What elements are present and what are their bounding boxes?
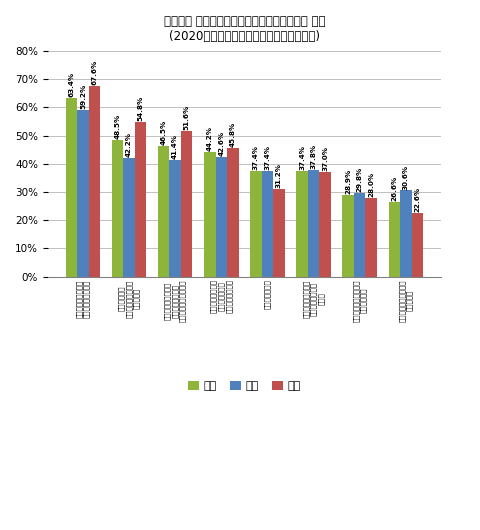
Bar	[158, 146, 169, 277]
Bar	[181, 131, 192, 277]
Text: 37.8%: 37.8%	[311, 144, 316, 169]
Text: 67.6%: 67.6%	[91, 60, 97, 85]
Text: 31.2%: 31.2%	[276, 163, 282, 188]
Bar	[227, 147, 239, 277]
Text: 42.6%: 42.6%	[218, 130, 224, 156]
Text: 63.4%: 63.4%	[68, 72, 74, 97]
Bar	[204, 152, 216, 277]
Bar	[123, 157, 135, 277]
Bar	[112, 140, 123, 277]
Bar	[365, 198, 377, 277]
Bar	[89, 86, 100, 277]
Text: 30.6%: 30.6%	[403, 164, 409, 190]
Bar	[66, 98, 77, 277]
Bar	[354, 192, 365, 277]
Bar	[388, 201, 400, 277]
Text: 37.4%: 37.4%	[264, 145, 270, 170]
Text: 51.6%: 51.6%	[184, 105, 190, 130]
Legend: 全体, 男性, 女性: 全体, 男性, 女性	[183, 377, 305, 396]
Bar	[400, 190, 411, 277]
Title: 「若者の 車離れ」と呼ばれる状況についての 意識
(2020年新成人対象、「当てはまる」派率): 「若者の 車離れ」と呼ばれる状況についての 意識 (2020年新成人対象、「当て…	[164, 15, 325, 43]
Text: 28.0%: 28.0%	[368, 172, 374, 197]
Bar	[273, 189, 285, 277]
Bar	[262, 171, 273, 277]
Text: 42.2%: 42.2%	[126, 132, 132, 157]
Text: 59.2%: 59.2%	[80, 84, 86, 109]
Bar	[342, 195, 354, 277]
Text: 37.4%: 37.4%	[299, 145, 305, 170]
Text: 37.4%: 37.4%	[253, 145, 259, 170]
Text: 41.4%: 41.4%	[172, 134, 178, 159]
Text: 37.0%: 37.0%	[322, 146, 328, 172]
Bar	[216, 156, 227, 277]
Text: 22.6%: 22.6%	[414, 187, 420, 212]
Text: 44.2%: 44.2%	[207, 126, 213, 151]
Text: 26.6%: 26.6%	[391, 175, 397, 201]
Bar	[308, 170, 319, 277]
Text: 29.8%: 29.8%	[357, 166, 363, 192]
Bar	[296, 171, 308, 277]
Bar	[135, 122, 146, 277]
Text: 46.5%: 46.5%	[161, 119, 167, 145]
Text: 54.8%: 54.8%	[138, 96, 144, 121]
Bar	[250, 171, 262, 277]
Bar	[319, 172, 331, 277]
Bar	[77, 110, 89, 277]
Bar	[169, 160, 181, 277]
Text: 48.5%: 48.5%	[115, 114, 120, 139]
Text: 45.8%: 45.8%	[230, 121, 236, 147]
Bar	[411, 213, 423, 277]
Text: 28.9%: 28.9%	[345, 169, 351, 195]
